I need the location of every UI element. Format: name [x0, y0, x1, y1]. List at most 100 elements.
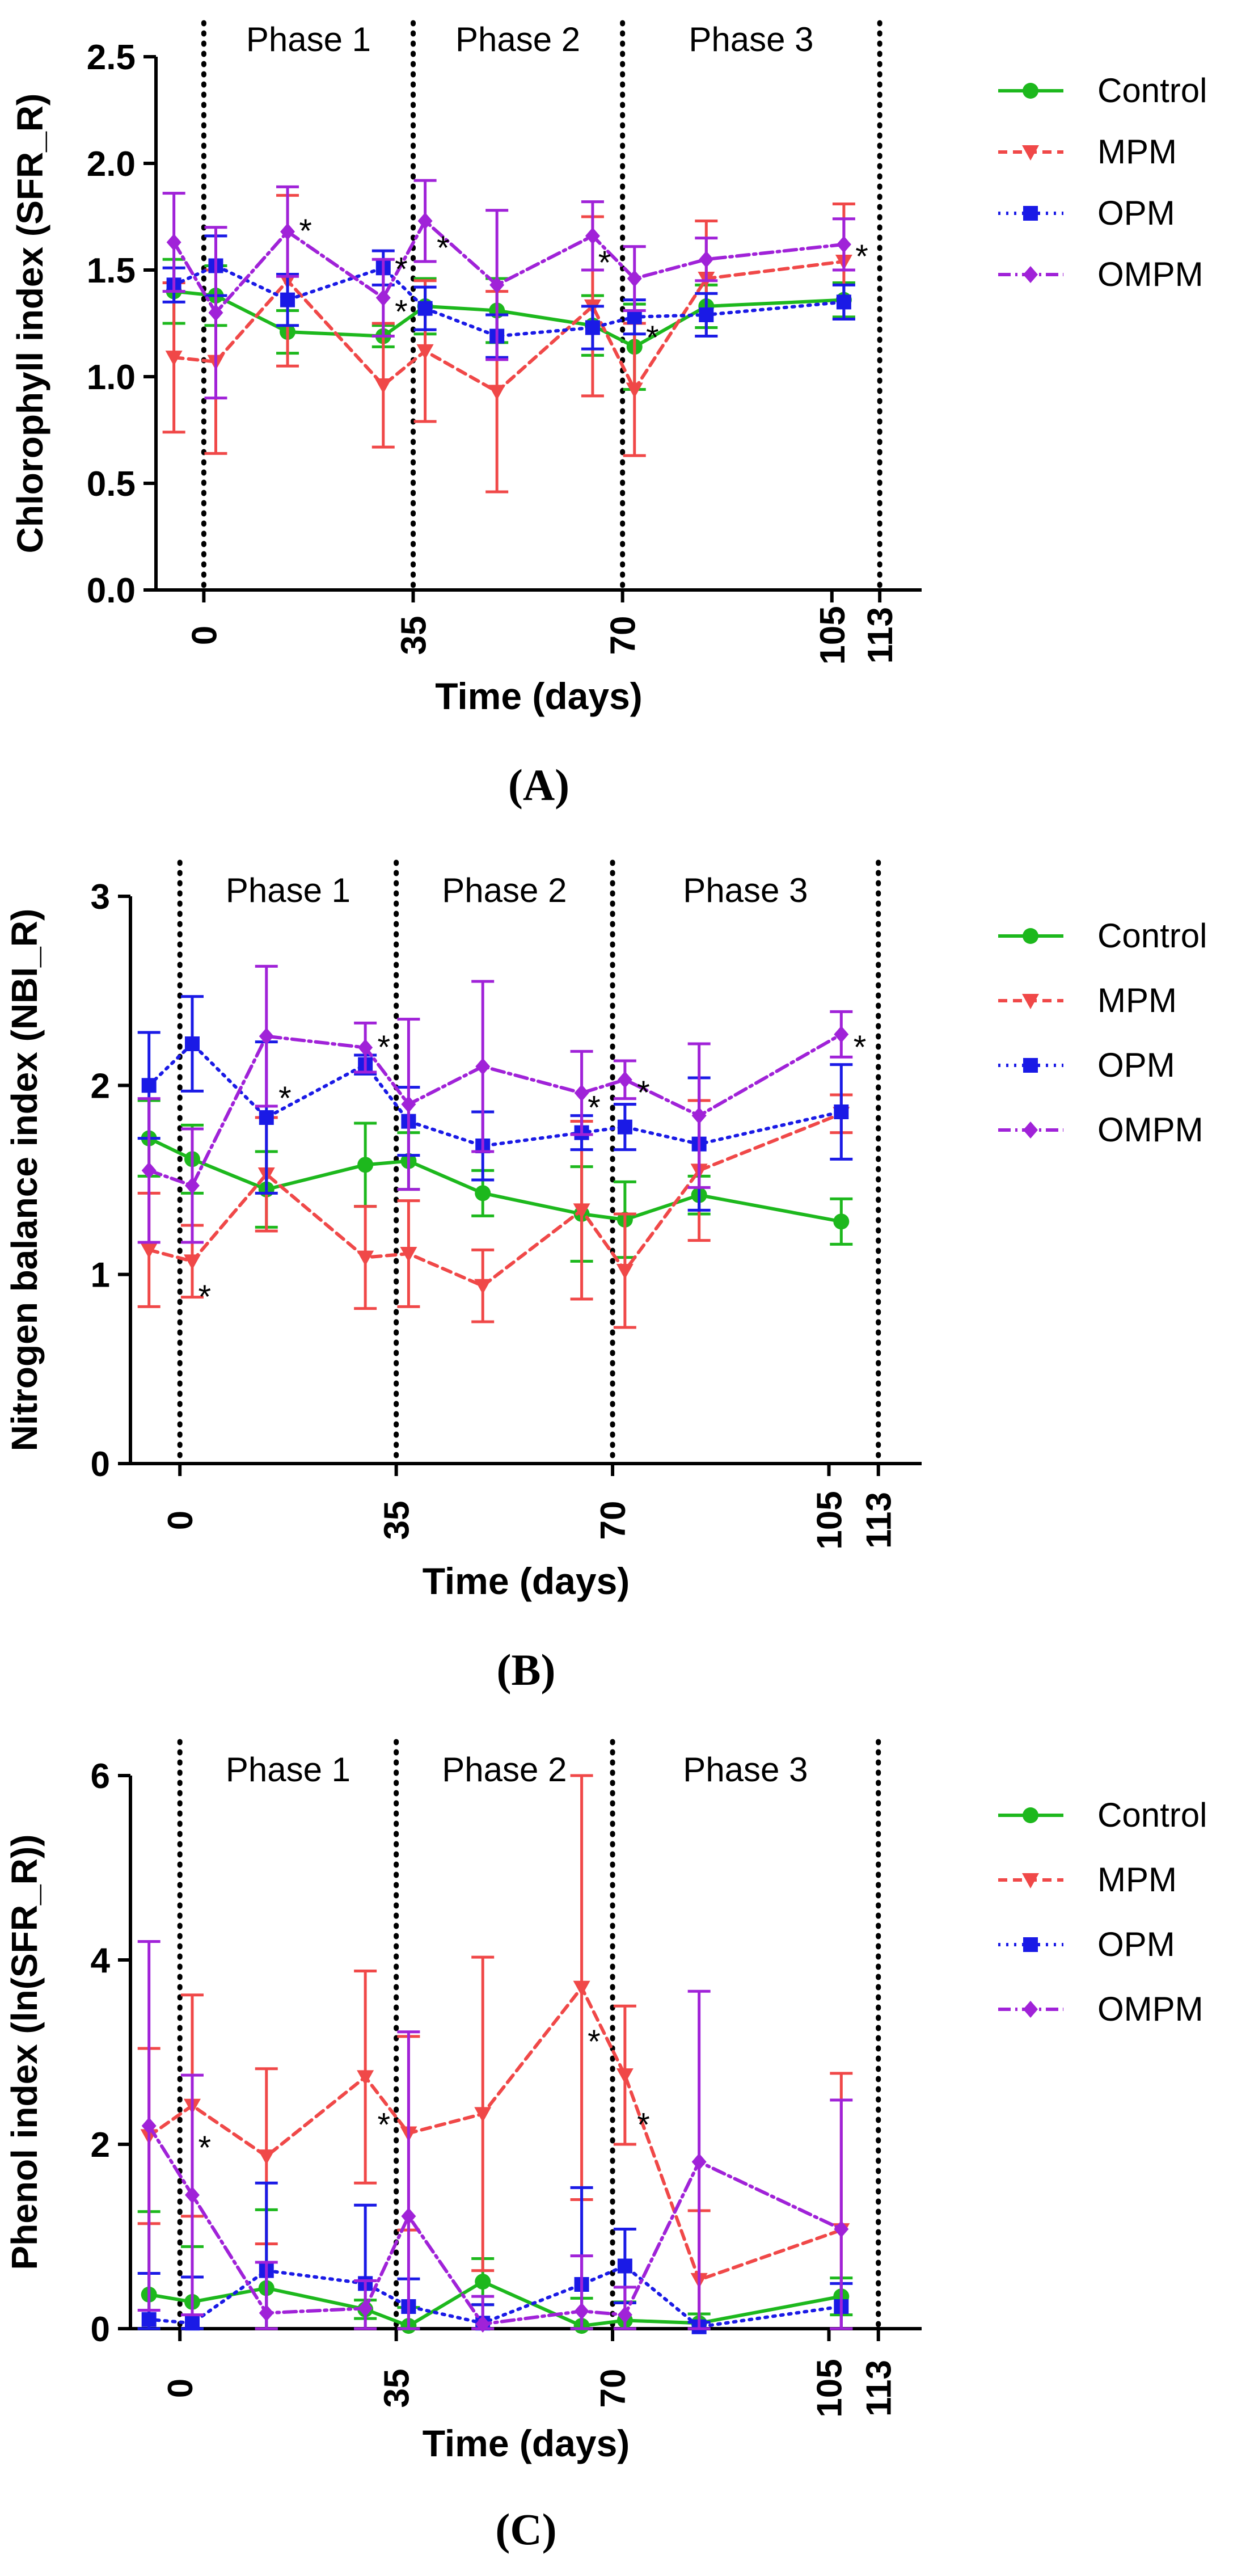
x-tick-label: 105 [813, 606, 852, 664]
y-tick-label: 2 [91, 1066, 110, 1106]
data-point [165, 351, 183, 366]
data-point [691, 1107, 707, 1124]
panel-c: 0 2 4 6 0 35 70 105 113 Phase 1 Phase 2 Phase 3 * * * *… [0, 1719, 1250, 2576]
phase-label: Phase 2 [455, 20, 580, 58]
data-point [416, 344, 434, 360]
x-tick-label: 105 [810, 2359, 850, 2417]
data-point [617, 1119, 632, 1135]
data-point [836, 235, 851, 253]
y-tick-label: 1.5 [87, 251, 136, 290]
significance-marker: * [637, 2106, 650, 2143]
significance-marker: * [588, 1090, 601, 1127]
phase-label: Phase 1 [246, 20, 371, 58]
x-tick-label: 0 [161, 1511, 200, 1530]
x-tick-label: 70 [594, 1501, 633, 1540]
data-point [401, 2207, 416, 2225]
data-point [374, 378, 392, 394]
series-line [147, 2264, 843, 2329]
x-tick-label: 35 [378, 2369, 417, 2408]
data-point [616, 1264, 634, 1279]
significance-marker: * [395, 251, 408, 288]
significance-marker: * [588, 2023, 601, 2060]
series-opm [137, 2181, 853, 2334]
x-tick-label: 70 [604, 616, 643, 655]
legend-label: Control [1097, 71, 1207, 109]
data-point [833, 1213, 850, 1230]
legend-item-ompm: OMPM [998, 255, 1203, 293]
legend-marker [1023, 1122, 1038, 1139]
data-point [259, 1027, 274, 1045]
legend-label: OMPM [1097, 1111, 1203, 1149]
data-point [357, 1250, 374, 1266]
series-line [147, 1032, 843, 1188]
legend-item-mpm: MPM [998, 133, 1177, 171]
y-tick-label: 2.5 [87, 38, 136, 77]
legend-marker [1023, 1058, 1038, 1073]
data-point [617, 2258, 632, 2274]
data-point [475, 2274, 491, 2290]
phase-label: Phase 1 [226, 1751, 350, 1789]
data-point [375, 289, 391, 306]
data-point [400, 1247, 417, 1262]
y-tick-label: 6 [91, 1757, 110, 1796]
data-point [357, 2070, 374, 2086]
y-tick-label: 1.0 [87, 358, 136, 397]
legend-label: OMPM [1097, 1990, 1203, 2028]
x-tick-label: 113 [861, 607, 900, 664]
y-tick-label: 1 [91, 1256, 110, 1295]
significance-marker: * [437, 230, 450, 267]
data-point [183, 1254, 201, 1270]
data-point [474, 1279, 492, 1295]
legend-item-control: Control [998, 71, 1207, 109]
x-axis-title: Time (days) [423, 2422, 630, 2464]
data-point [834, 1104, 849, 1119]
data-point [617, 2306, 632, 2324]
legend-marker [1023, 1807, 1038, 1823]
data-point [699, 307, 714, 322]
legend-marker [1023, 206, 1038, 221]
y-axis-title: Chlorophyll index (SFR_R) [10, 94, 50, 554]
legend-label: Control [1097, 1796, 1207, 1834]
x-tick-label: 113 [860, 2360, 899, 2417]
legend-label: OPM [1097, 194, 1175, 232]
series-line [147, 1984, 843, 2282]
data-point [417, 212, 433, 230]
panel-caption: (A) [508, 760, 569, 810]
legend-marker [1023, 928, 1038, 944]
series-mpm [137, 1774, 853, 2330]
phase-label: Phase 3 [683, 871, 808, 909]
data-point [141, 2117, 157, 2135]
x-axis-title: Time (days) [423, 1560, 630, 1602]
legend-label: Control [1097, 917, 1207, 955]
chart-c: 0 2 4 6 0 35 70 105 113 Phase 1 Phase 2 Phase 3 * * * *… [4, 1739, 1207, 2554]
x-tick-label: 0 [185, 626, 224, 645]
data-point [184, 1177, 200, 1194]
data-point [573, 1980, 590, 1996]
significance-marker: * [299, 213, 312, 250]
phase-label: Phase 1 [226, 871, 350, 909]
x-axis-title: Time (days) [435, 675, 643, 717]
data-point [184, 2186, 200, 2204]
y-tick-label: 0.0 [87, 571, 136, 610]
significance-marker: * [278, 1080, 292, 1117]
data-point [401, 1095, 416, 1113]
series-line [172, 264, 846, 338]
data-point [691, 2153, 707, 2170]
x-tick-label: 70 [594, 2369, 633, 2408]
y-tick-label: 2.0 [87, 145, 136, 184]
significance-marker: * [198, 1279, 211, 1316]
series-mpm [137, 1093, 853, 1329]
y-axis-title: Nitrogen balance index (NBI_R) [4, 909, 45, 1452]
data-point [616, 2068, 634, 2084]
series-ompm [137, 964, 853, 1244]
significance-marker: * [395, 294, 408, 331]
legend-item-opm: OPM [998, 1046, 1175, 1084]
legend-marker [1023, 266, 1038, 283]
significance-marker: * [378, 2106, 391, 2143]
data-point [257, 2149, 275, 2165]
data-point [358, 1039, 373, 1056]
y-tick-label: 0 [91, 1445, 110, 1484]
y-tick-label: 3 [91, 878, 110, 917]
x-tick-label: 0 [161, 2379, 200, 2398]
significance-marker: * [854, 1029, 867, 1066]
